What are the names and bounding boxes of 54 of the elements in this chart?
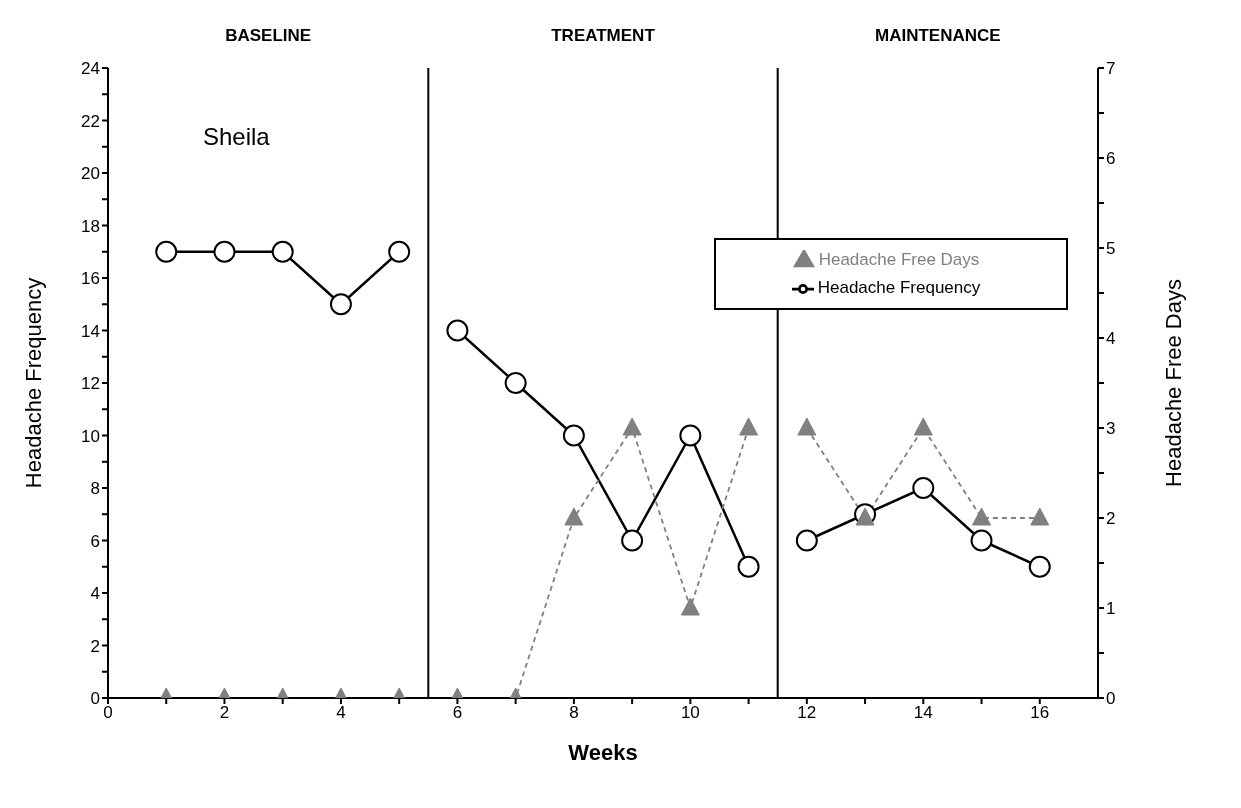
x-tick-label: 4	[336, 703, 346, 723]
annotation: Sheila	[203, 123, 270, 151]
point	[213, 240, 236, 263]
point	[621, 529, 644, 552]
point	[679, 424, 702, 447]
point	[1028, 555, 1051, 578]
y-tick-label: 14	[81, 321, 100, 341]
point	[155, 240, 178, 263]
y-tick-label: 22	[81, 111, 100, 131]
point	[737, 555, 760, 578]
text: MAINTENANCE	[874, 26, 1002, 46]
point	[912, 477, 935, 499]
point	[329, 293, 352, 316]
text: BASELINE	[224, 26, 313, 46]
point	[562, 424, 585, 447]
legend-label: Headache Frequency	[817, 278, 981, 297]
y-tick-label: 10	[81, 426, 100, 446]
y-tick-label: 8	[90, 479, 100, 499]
y2-tick-label: 2	[1106, 509, 1116, 529]
x-tick-label: 8	[569, 703, 579, 723]
y-tick-label: 0	[90, 689, 100, 709]
y-tick-label: 2	[90, 636, 100, 656]
x-tick-label: 6	[452, 703, 463, 723]
x-tick-label: 16	[1030, 703, 1050, 723]
y-tick-label: 16	[81, 269, 100, 289]
y-tick-label: 12	[81, 374, 100, 394]
y-tick-label: 20	[81, 164, 100, 184]
x-tick-label: 14	[913, 703, 933, 723]
point	[271, 240, 294, 263]
y-tick-label: 24	[81, 59, 100, 79]
point	[388, 240, 411, 263]
y2-tick-label: 6	[1106, 149, 1116, 169]
x-axis-title: Weeks	[568, 740, 638, 765]
y-tick-label: 4	[90, 584, 100, 604]
y2-tick-label: 5	[1106, 239, 1116, 259]
point	[446, 319, 469, 342]
text: TREATMENT	[550, 26, 656, 46]
legend-label: Headache Free Days	[818, 250, 980, 269]
y2-axis-title: Headache Free Days	[1160, 279, 1186, 487]
y2-tick-label: 3	[1106, 419, 1116, 439]
x-tick-label: 2	[219, 703, 230, 723]
y-axis-title: Headache Frequency	[20, 277, 46, 489]
y2-tick-label: 7	[1106, 59, 1116, 79]
point	[970, 529, 993, 552]
y-tick-label: 6	[90, 531, 100, 551]
y2-tick-label: 0	[1106, 689, 1116, 709]
x-tick-label: 0	[103, 703, 113, 723]
x-tick-label: 10	[680, 703, 700, 723]
point	[795, 529, 818, 552]
x-tick-label: 12	[797, 703, 817, 723]
y2-tick-label: 1	[1106, 599, 1116, 619]
y-tick-label: 18	[81, 216, 100, 236]
y2-tick-label: 4	[1106, 329, 1116, 349]
point	[504, 372, 527, 394]
